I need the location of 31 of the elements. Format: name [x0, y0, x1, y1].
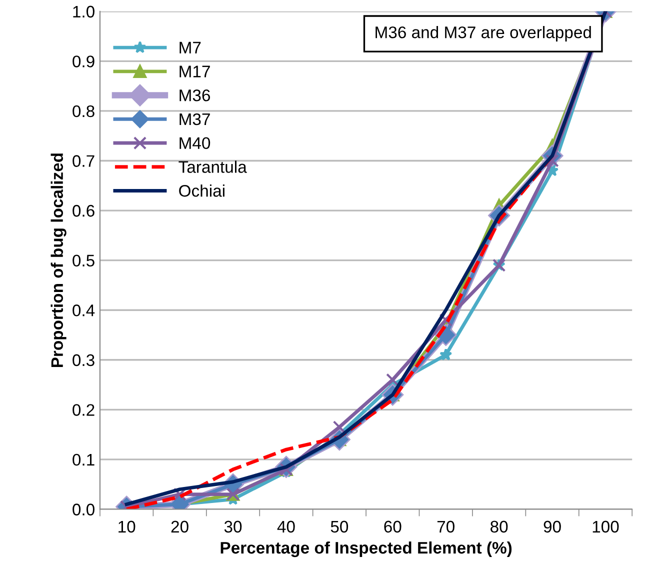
y-tick-label: 0.3 — [72, 354, 94, 366]
legend-label: M40 — [180, 137, 210, 150]
x-tick-label: 20 — [171, 520, 188, 533]
y-axis-title: Proportion of bug localized — [50, 154, 66, 368]
legend-label: M37 — [180, 113, 210, 126]
x-tick-label: 60 — [384, 520, 402, 533]
legend-label: M7 — [180, 42, 201, 54]
y-tick-label: 0.5 — [72, 254, 94, 267]
x-tick-label: 10 — [118, 520, 136, 533]
legend-label: Tarantula — [178, 160, 247, 173]
y-tick-label: 0.0 — [72, 504, 94, 516]
y-tick-label: 0.6 — [72, 204, 94, 217]
x-tick-label: 100 — [592, 520, 619, 533]
x-tick-label: 70 — [437, 520, 454, 533]
y-tick-label: 0.2 — [72, 404, 94, 416]
y-tick-label: 0.4 — [72, 304, 95, 316]
x-tick-label: 50 — [330, 520, 348, 533]
x-tick-label: 40 — [277, 520, 295, 533]
x-tick-label: 90 — [544, 520, 561, 533]
y-tick-label: 0.7 — [72, 155, 94, 167]
x-tick-label: 30 — [224, 520, 242, 533]
annotation: M36 and M37 are overlapped — [376, 26, 591, 42]
y-tick-label: 0.9 — [72, 56, 94, 68]
y-tick-label: 1.0 — [73, 6, 94, 18]
legend-label: M17 — [180, 66, 210, 78]
x-tick-label: 80 — [490, 520, 508, 533]
legend-label: M36 — [180, 89, 210, 102]
y-tick-label: 0.1 — [72, 454, 94, 466]
x-axis-title: Percentage of Inspected Element (%) — [220, 541, 512, 558]
legend-label: Ochiai — [179, 184, 224, 197]
y-tick-label: 0.8 — [72, 105, 94, 118]
